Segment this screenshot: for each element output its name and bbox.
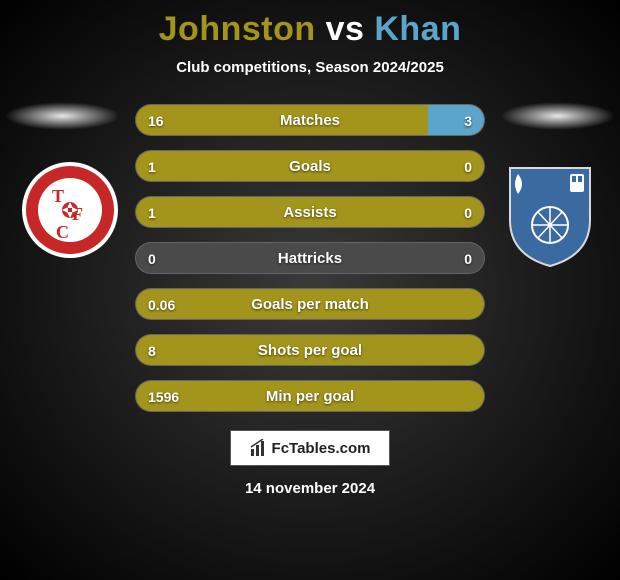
shadow-ellipse-right: [500, 102, 615, 130]
footer-date: 14 november 2024: [0, 480, 620, 497]
stat-label: Goals per match: [136, 289, 484, 319]
comparison-infographic: Johnston vs Khan Club competitions, Seas…: [0, 0, 620, 580]
stat-value-right: 0: [464, 151, 472, 182]
stat-row: 0.06Goals per match: [135, 288, 485, 320]
brand-badge: FcTables.com: [230, 430, 390, 466]
svg-text:T: T: [52, 186, 64, 206]
subtitle: Club competitions, Season 2024/2025: [0, 59, 620, 76]
stat-row: 1Goals0: [135, 150, 485, 182]
chart-icon: [250, 439, 268, 457]
stat-label: Shots per goal: [136, 335, 484, 365]
stat-row: 0Hattricks0: [135, 242, 485, 274]
stat-row: 8Shots per goal: [135, 334, 485, 366]
svg-text:C: C: [56, 222, 69, 242]
stat-row: 1Assists0: [135, 196, 485, 228]
team-crest-left: T F C: [20, 160, 120, 260]
page-title: Johnston vs Khan: [0, 0, 620, 49]
player2-name: Khan: [374, 10, 461, 48]
stat-value-right: 3: [464, 105, 472, 136]
stats-list: 16Matches31Goals01Assists00Hattricks00.0…: [135, 104, 485, 412]
stat-label: Assists: [136, 197, 484, 227]
player1-name: Johnston: [159, 10, 316, 48]
stat-label: Min per goal: [136, 381, 484, 411]
stat-label: Goals: [136, 151, 484, 181]
svg-text:F: F: [72, 204, 83, 224]
stat-value-right: 0: [464, 243, 472, 274]
team-crest-right: [500, 160, 600, 270]
stat-value-right: 0: [464, 197, 472, 228]
stat-row: 16Matches3: [135, 104, 485, 136]
content-area: T F C 16Matches31Goals01Assists00Hattric…: [0, 104, 620, 497]
vs-word: vs: [326, 10, 365, 48]
brand-text: FcTables.com: [272, 440, 371, 457]
shadow-ellipse-left: [5, 102, 120, 130]
stat-row: 1596Min per goal: [135, 380, 485, 412]
stat-label: Hattricks: [136, 243, 484, 273]
stat-label: Matches: [136, 105, 484, 135]
